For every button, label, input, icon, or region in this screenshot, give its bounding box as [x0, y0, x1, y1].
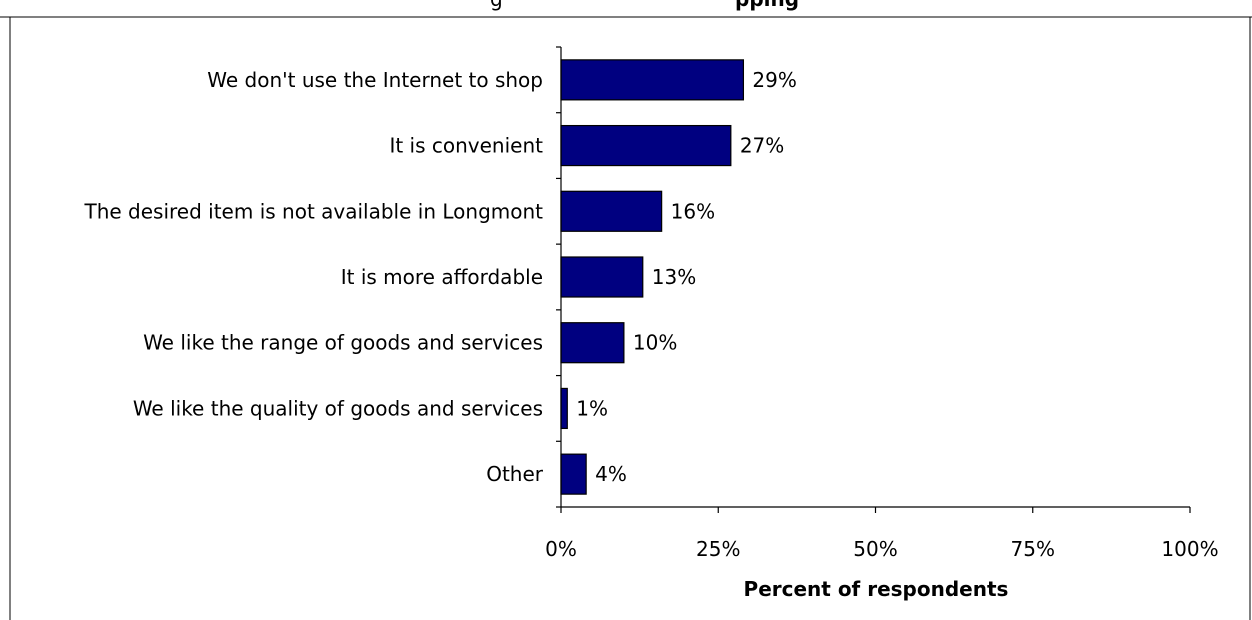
- bar: [560, 453, 587, 495]
- category-label: It is more affordable: [341, 265, 543, 289]
- category-label: The desired item is not available in Lon…: [83, 199, 543, 223]
- value-label: 27%: [740, 134, 784, 158]
- value-label: 16%: [671, 199, 715, 223]
- x-tick-label: 100%: [1161, 537, 1218, 561]
- bar: [560, 387, 568, 430]
- category-label: We don't use the Internet to shop: [207, 68, 543, 92]
- value-label: 1%: [576, 396, 608, 420]
- value-label: 29%: [752, 68, 796, 92]
- axis-layer: 0% 25% 50% 75% 100%: [545, 46, 1219, 561]
- category-label: We like the range of goods and services: [143, 331, 543, 355]
- bar: [560, 190, 663, 232]
- x-tick-label: 25%: [696, 537, 740, 561]
- value-label: 10%: [633, 331, 677, 355]
- bar: [560, 322, 625, 364]
- chart-title-fragment-1: g: [490, 0, 503, 11]
- value-label: 4%: [595, 462, 627, 486]
- category-label: Other: [486, 462, 544, 486]
- x-tick-label: 75%: [1011, 537, 1055, 561]
- category-label: It is convenient: [389, 134, 543, 158]
- category-label: We like the quality of goods and service…: [133, 396, 543, 420]
- bar: [560, 256, 644, 298]
- bar: [560, 124, 732, 167]
- value-label: 13%: [652, 265, 696, 289]
- bar: [560, 59, 745, 101]
- x-tick-label: 0%: [545, 537, 577, 561]
- bars-layer: We don't use the Internet to shop 29% It i…: [83, 59, 797, 495]
- chart-title-fragment-2: pping: [735, 0, 799, 11]
- x-tick-label: 50%: [853, 537, 897, 561]
- x-axis-title: Percent of respondents: [744, 577, 1009, 601]
